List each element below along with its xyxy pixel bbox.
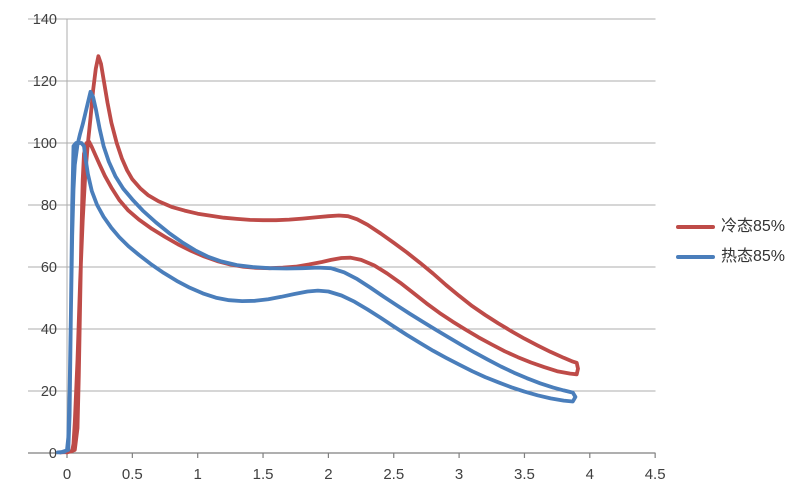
x-tick-label: 0.5 xyxy=(122,466,143,483)
legend-label-hot: 热态85% xyxy=(721,248,786,265)
y-tick-label: 40 xyxy=(41,322,57,338)
y-tick-label: 60 xyxy=(41,260,57,276)
legend: 冷态85% 热态85% xyxy=(676,214,785,270)
x-tick-label: 4.5 xyxy=(645,466,666,483)
series-line-1 xyxy=(56,89,578,455)
x-tick-label: 3.5 xyxy=(514,466,535,483)
legend-label-cold: 冷态85% xyxy=(721,218,786,235)
series-line-0 xyxy=(58,54,580,455)
x-tick-label: 0 xyxy=(63,466,71,483)
y-tick-label: 20 xyxy=(41,384,57,400)
legend-item-cold: 冷态85% xyxy=(676,214,785,240)
y-tick-label: 120 xyxy=(33,74,57,90)
x-tick-label: 3 xyxy=(455,466,463,483)
y-tick-label: 100 xyxy=(33,136,57,152)
x-tick-label: 4 xyxy=(586,466,594,483)
x-tick-label: 1 xyxy=(194,466,202,483)
legend-item-hot: 热态85% xyxy=(676,244,785,270)
x-tick-label: 1.5 xyxy=(253,466,274,483)
y-tick-label: 0 xyxy=(49,446,57,462)
legend-line-swatch-hot xyxy=(676,255,715,259)
x-tick-label: 2 xyxy=(324,466,332,483)
y-tick-label: 80 xyxy=(41,198,57,214)
y-tick-label: 140 xyxy=(33,12,57,28)
x-tick-label: 2.5 xyxy=(383,466,404,483)
legend-line-swatch-cold xyxy=(676,225,715,229)
